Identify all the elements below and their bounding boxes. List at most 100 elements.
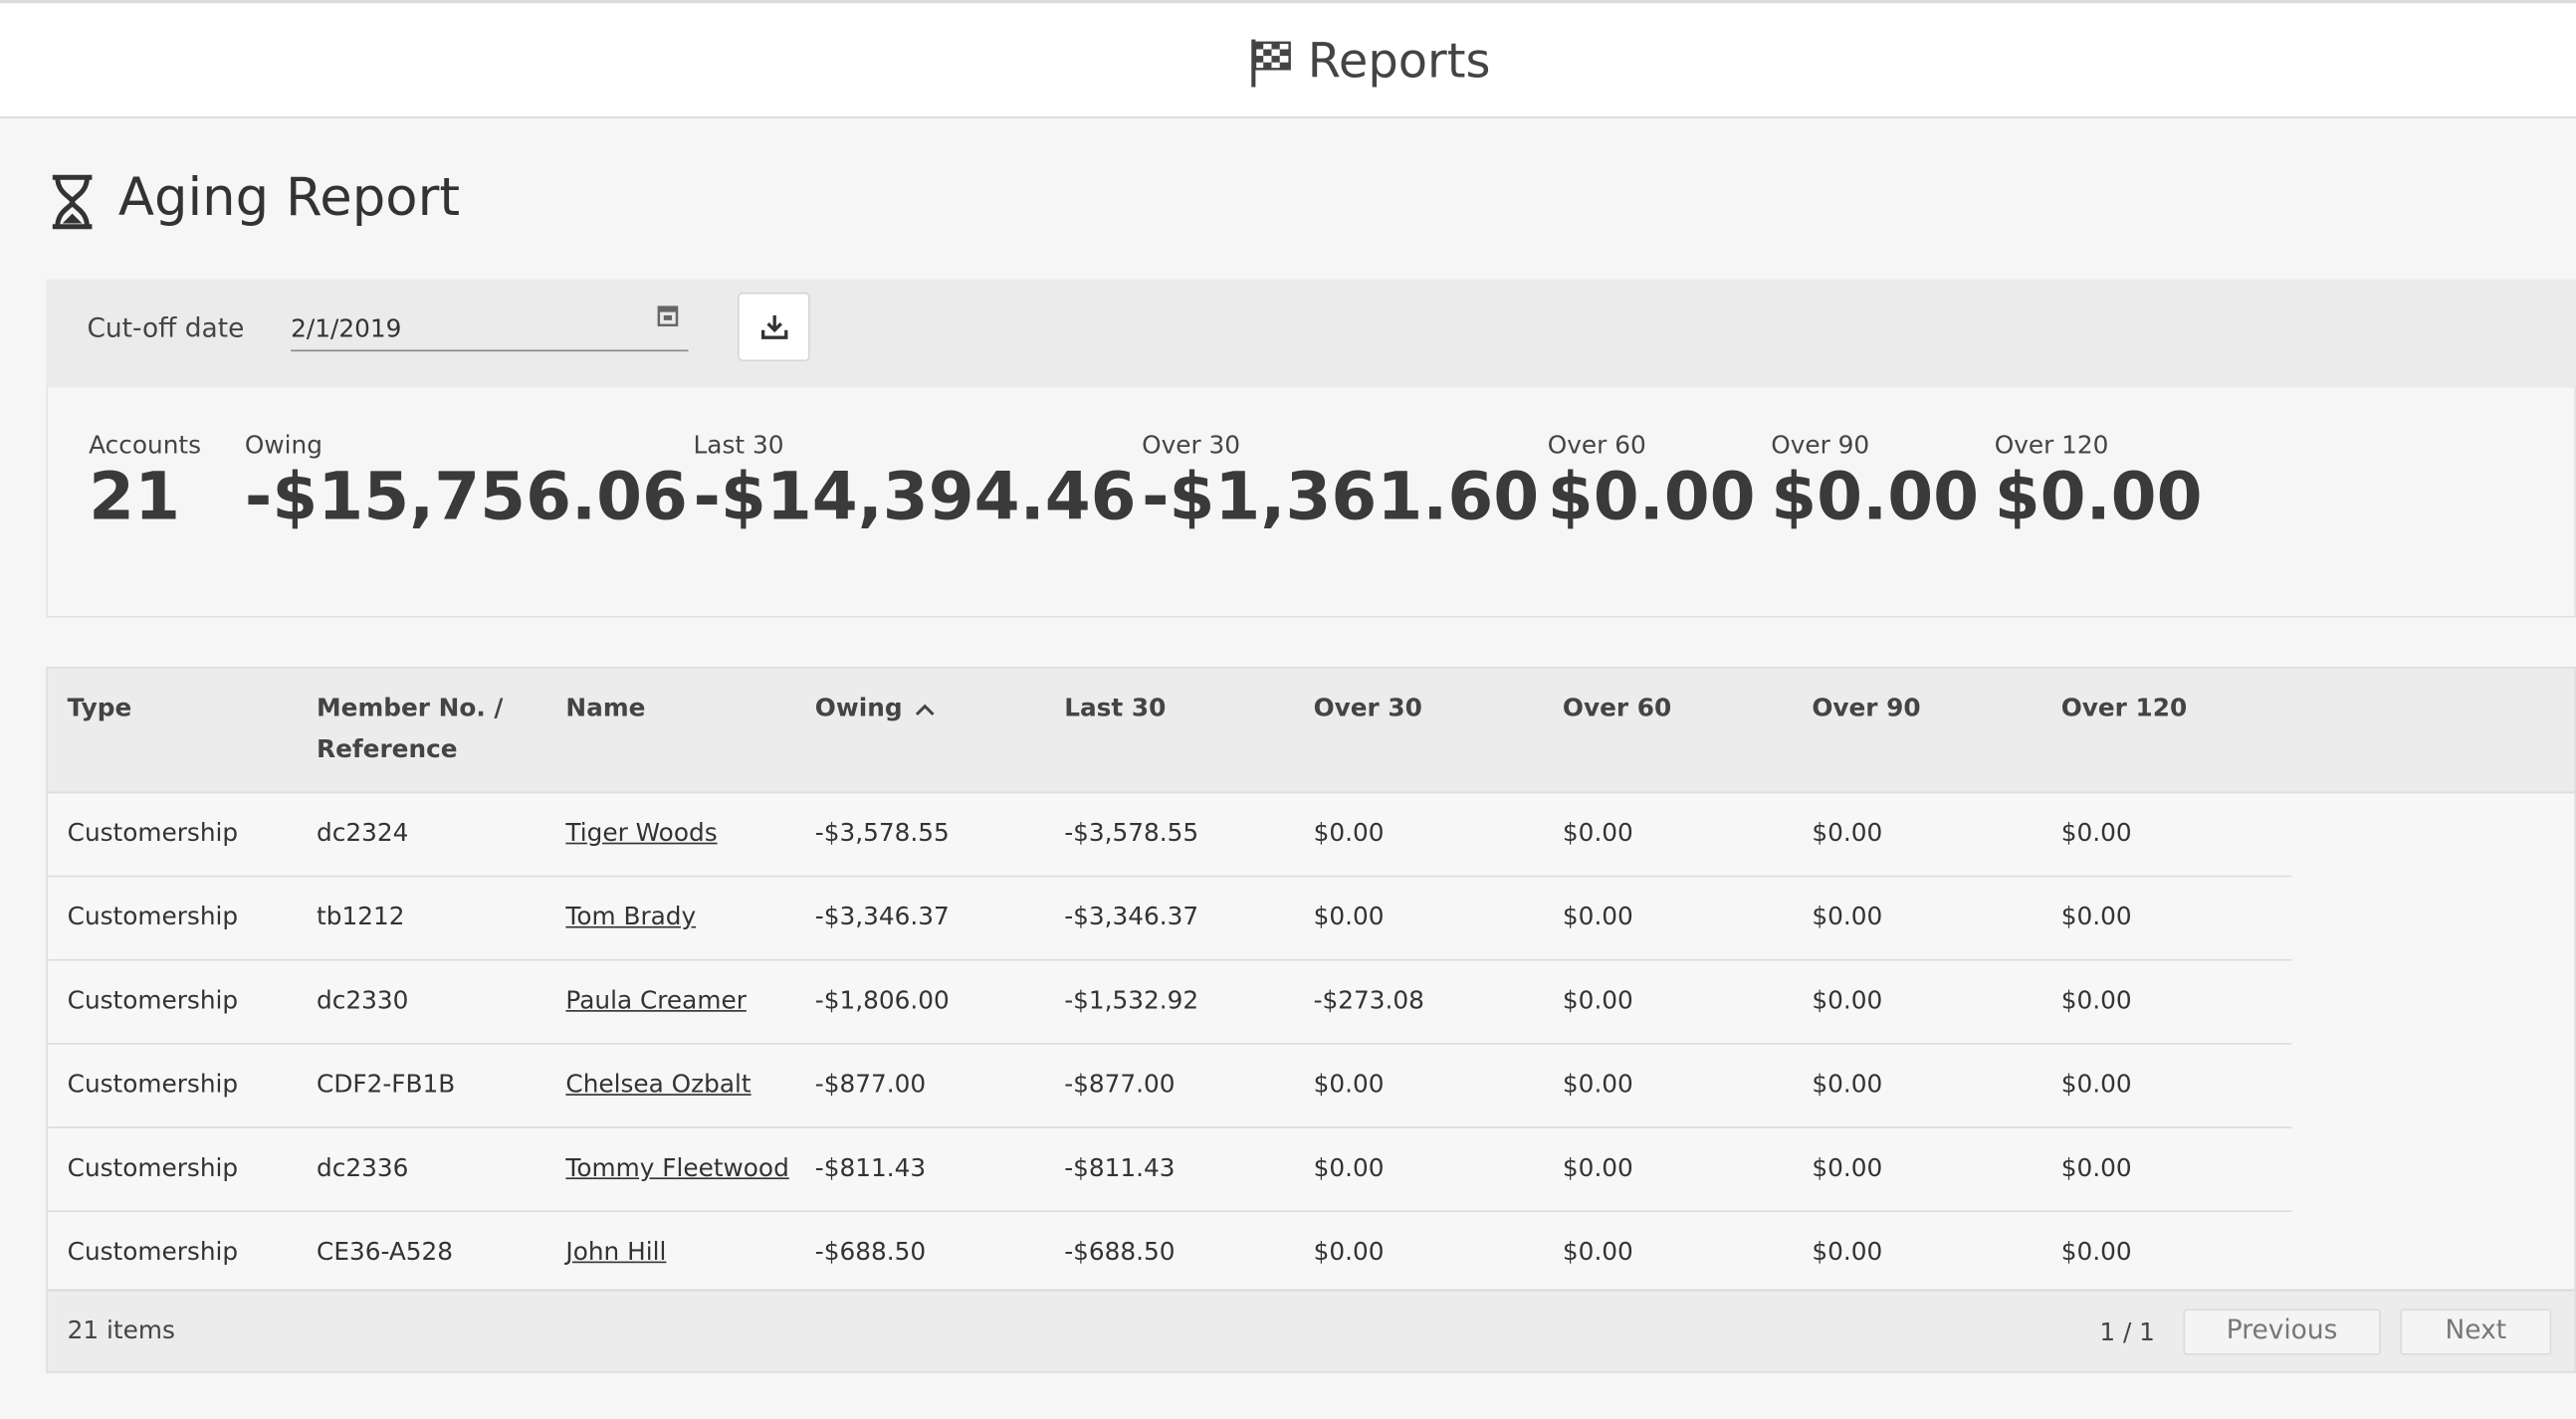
table-cell: $0.00 [1812,1069,1883,1100]
table-cell: $0.00 [1812,1236,1883,1267]
table-cell: $0.00 [1313,817,1385,848]
summary-label: Over 30 [1142,430,1241,461]
table-cell: $0.00 [1812,1152,1883,1183]
date-value: 2/1/2019 [291,313,402,343]
download-button[interactable] [738,292,810,362]
table-header [47,668,2575,794]
filter-bar: Cut-off date 2/1/2019 [46,279,2576,388]
summary-label: Over 120 [1994,430,2109,461]
column-header[interactable]: Over 30 [1313,693,1422,723]
column-header[interactable]: Owing [815,689,935,729]
table-cell: Customership [67,902,239,931]
table-cell: -$273.08 [1313,985,1424,1016]
flag-icon [1251,39,1291,88]
summary-value: -$14,394.46 [693,460,1137,536]
page-title: Reports [1307,33,1491,90]
item-count: 21 items [67,1316,175,1345]
table-cell: $0.00 [1562,1152,1633,1183]
table-cell: dc2336 [317,1152,409,1183]
table-cell: -$877.00 [1064,1069,1176,1100]
table-cell: CE36-A528 [317,1236,454,1267]
table-cell: -$1,806.00 [814,985,950,1016]
member-link[interactable]: Tiger Woods [565,817,718,848]
table-cell: -$3,346.37 [1064,902,1199,931]
table-cell: Customership [67,985,239,1016]
top-bar: Reports [0,0,2576,118]
summary-label: Over 60 [1547,430,1646,461]
table-row [47,793,2292,878]
column-header[interactable]: Over 60 [1562,693,1672,723]
table-cell: tb1212 [317,902,405,931]
table-cell: $0.00 [1812,902,1883,931]
table-cell: Customership [67,1069,239,1100]
table-cell: $0.00 [1812,817,1883,848]
member-link[interactable]: Paula Creamer [565,985,747,1016]
table-cell: $0.00 [2060,1152,2132,1183]
filter-label: Cut-off date [87,311,245,343]
summary-panel: Accounts 21 Owing -$15,756.06 Last 30 -$14,39… [46,387,2576,618]
table-cell: -$3,578.55 [1064,817,1199,848]
table-cell: -$688.50 [1064,1236,1176,1267]
member-link[interactable]: Tom Brady [565,902,697,931]
member-link[interactable]: Chelsea Ozbalt [565,1069,751,1100]
table-row [47,1128,2292,1213]
table-cell: $0.00 [1313,1069,1385,1100]
table-cell: $0.00 [1562,1069,1633,1100]
summary-value: $0.00 [1547,460,1756,536]
summary-label: Owing [244,430,322,461]
page-indicator: 1 / 1 [2099,1317,2155,1347]
table-cell: $0.00 [1562,1236,1633,1267]
table-cell: $0.00 [2060,1236,2132,1267]
table-cell: $0.00 [2060,817,2132,848]
summary-label: Accounts [89,430,202,461]
table-cell: Customership [67,1152,239,1183]
column-header[interactable]: Member No. / Reference [317,693,504,764]
table-cell: $0.00 [1562,985,1633,1016]
download-icon [761,314,788,339]
table-cell: -$811.43 [814,1152,927,1183]
column-header[interactable]: Over 120 [2060,693,2188,723]
table-cell: $0.00 [1812,985,1883,1016]
date-input[interactable]: 2/1/2019 [291,299,689,352]
member-link[interactable]: Tommy Fleetwood [565,1152,789,1183]
table-cell: $0.00 [1313,902,1385,931]
column-header[interactable]: Name [565,693,646,723]
column-header[interactable]: Type [67,693,132,723]
table-cell: -$1,532.92 [1064,985,1199,1016]
table-cell: $0.00 [1562,902,1633,931]
summary-value: $0.00 [1771,460,1980,536]
table-cell: Customership [67,1236,239,1267]
hourglass-icon [52,174,93,230]
table-row [47,1045,2292,1128]
summary-value: -$15,756.06 [244,460,688,536]
table-cell: dc2324 [317,817,409,848]
previous-button[interactable]: Previous [2183,1309,2381,1355]
table-cell: -$3,578.55 [814,817,950,848]
table-cell: CDF2-FB1B [317,1069,456,1100]
table-cell: $0.00 [2060,902,2132,931]
column-header[interactable]: Over 90 [1812,693,1921,723]
report-title: Aging Report [117,165,461,229]
table-cell: $0.00 [1562,817,1633,848]
summary-value: 21 [89,460,181,536]
table-cell: -$3,346.37 [814,902,950,931]
table-cell: -$811.43 [1064,1152,1176,1183]
column-header[interactable]: Last 30 [1064,693,1167,723]
table-cell: -$688.50 [814,1236,927,1267]
member-link[interactable]: John Hill [565,1236,667,1267]
table-cell: Customership [67,817,239,848]
summary-value: -$1,361.60 [1142,460,1540,536]
table-row [47,877,2292,961]
next-button[interactable]: Next [2400,1309,2552,1355]
report-table: Type Member No. / Reference Name Owing Last … [46,667,2576,1373]
summary-label: Over 90 [1771,430,1870,461]
table-row [47,961,2292,1045]
table-cell: $0.00 [2060,985,2132,1016]
sort-arrow [916,704,935,716]
table-footer [47,1289,2575,1372]
calendar-icon[interactable] [657,304,679,327]
table-cell: $0.00 [1313,1236,1385,1267]
table-cell: $0.00 [2060,1069,2132,1100]
